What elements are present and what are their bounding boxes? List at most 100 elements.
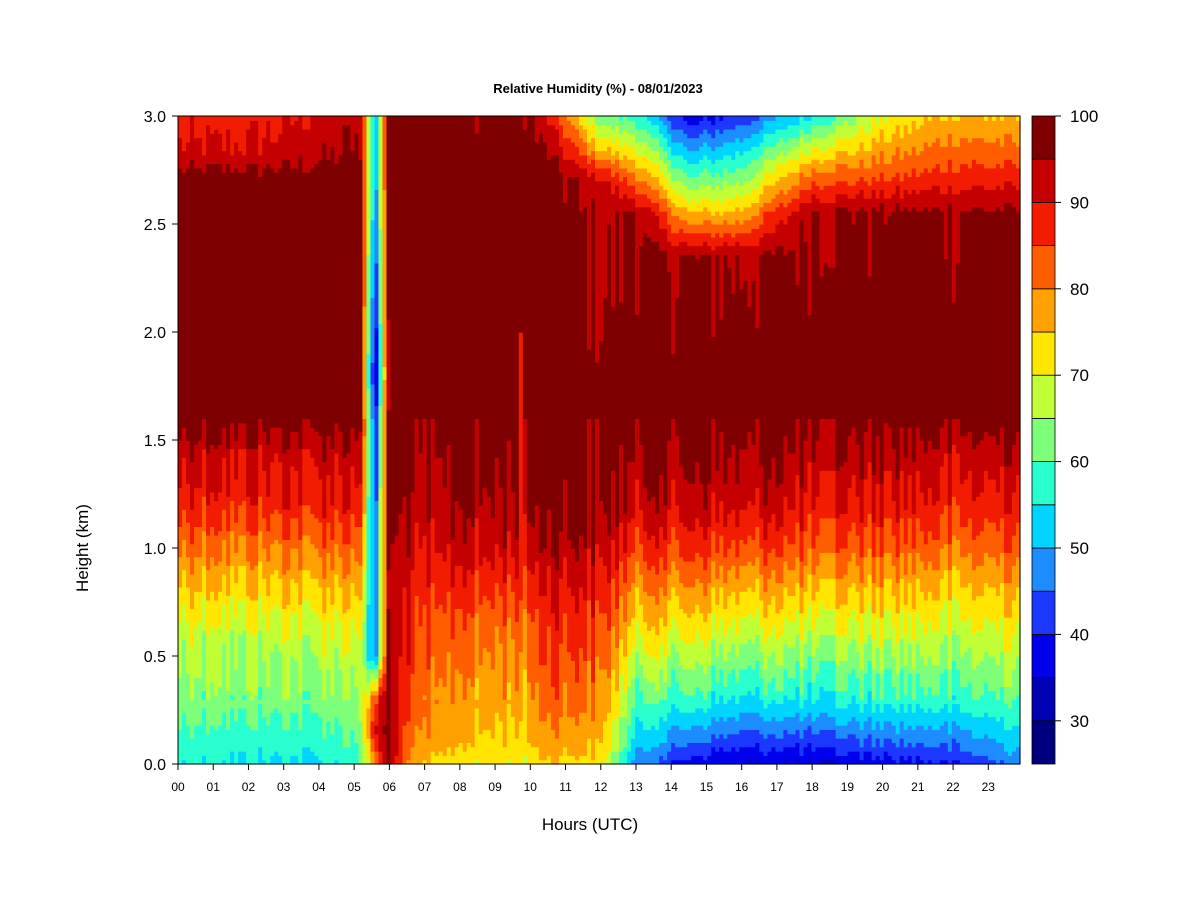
heatmap-cell xyxy=(775,751,781,765)
heatmap-cell xyxy=(338,154,343,432)
heatmap-cell xyxy=(899,180,905,199)
heatmap-cell xyxy=(759,141,764,156)
heatmap-cell xyxy=(619,638,624,674)
heatmap-cell xyxy=(855,167,861,182)
colorbar-swatch xyxy=(1031,720,1056,765)
heatmap-cell xyxy=(943,172,949,195)
heatmap-cell xyxy=(362,435,368,515)
heatmap-cell xyxy=(671,202,676,216)
heatmap-cell xyxy=(827,578,833,610)
heatmap-cell xyxy=(983,141,989,169)
heatmap-cell xyxy=(699,245,704,255)
heatmap-cell xyxy=(691,742,696,756)
heatmap-cell xyxy=(675,167,680,182)
heatmap-cell xyxy=(651,211,656,242)
heatmap-cell xyxy=(795,608,801,635)
heatmap-cell xyxy=(402,725,408,765)
heatmap-cell xyxy=(843,634,849,661)
heatmap-cell xyxy=(647,120,652,134)
heatmap-cell xyxy=(182,172,187,428)
heatmap-cell xyxy=(723,211,728,221)
heatmap-cell xyxy=(827,202,833,268)
heatmap-cell xyxy=(835,725,841,739)
heatmap-cell xyxy=(206,124,211,165)
heatmap-cell xyxy=(735,232,740,242)
heatmap-cell xyxy=(639,167,644,182)
heatmap-cell xyxy=(795,172,801,186)
heatmap-cell xyxy=(863,612,869,644)
heatmap-cell xyxy=(659,228,664,251)
heatmap-cell xyxy=(711,418,716,493)
heatmap-cell xyxy=(799,668,805,696)
heatmap-cell xyxy=(695,116,700,126)
heatmap-cell xyxy=(955,703,961,726)
heatmap-cell xyxy=(751,120,756,134)
heatmap-cell xyxy=(855,738,861,752)
heatmap-cell xyxy=(807,314,813,419)
heatmap-cell xyxy=(230,565,235,597)
heatmap-cell xyxy=(799,163,805,173)
heatmap-cell xyxy=(711,560,716,588)
heatmap-cell xyxy=(867,167,873,186)
heatmap-cell xyxy=(847,185,853,199)
heatmap-cell xyxy=(711,530,716,562)
heatmap-cell xyxy=(915,193,921,212)
heatmap-cell xyxy=(623,746,628,765)
heatmap-cell xyxy=(430,751,436,765)
heatmap-cell xyxy=(298,504,303,540)
heatmap-cell xyxy=(306,599,311,635)
heatmap-cell xyxy=(839,163,845,182)
heatmap-cell xyxy=(627,725,632,752)
x-axis-label: Hours (UTC) xyxy=(542,815,638,834)
heatmap-cell xyxy=(194,625,199,679)
heatmap-cell xyxy=(599,137,604,152)
heatmap-cell xyxy=(442,560,448,614)
heatmap-cell xyxy=(426,586,432,670)
heatmap-cell xyxy=(494,116,500,458)
heatmap-cell xyxy=(695,258,700,463)
heatmap-cell xyxy=(190,543,195,575)
heatmap-cell xyxy=(586,163,592,178)
heatmap-cell xyxy=(755,759,760,765)
heatmap-cell xyxy=(1007,651,1013,687)
heatmap-cell xyxy=(795,522,801,558)
heatmap-cell xyxy=(779,163,785,178)
heatmap-cell xyxy=(615,690,620,718)
heatmap-cell xyxy=(819,163,825,173)
heatmap-cell xyxy=(202,418,207,450)
heatmap-cell xyxy=(759,651,764,679)
heatmap-cell xyxy=(671,232,676,247)
heatmap-cell xyxy=(258,595,263,631)
heatmap-cell xyxy=(590,681,596,722)
heatmap-cell xyxy=(330,569,335,605)
heatmap-cell xyxy=(819,686,825,713)
heatmap-cell xyxy=(923,599,929,635)
heatmap-cell xyxy=(643,703,648,731)
heatmap-cell xyxy=(683,146,688,160)
heatmap-cell xyxy=(526,612,532,683)
heatmap-cell xyxy=(482,116,488,489)
heatmap-cell xyxy=(723,483,728,527)
heatmap-cell xyxy=(847,560,853,588)
heatmap-cell xyxy=(875,141,881,165)
heatmap-cell xyxy=(931,712,937,731)
heatmap-cell xyxy=(687,224,692,234)
heatmap-cell xyxy=(643,677,648,705)
heatmap-cell xyxy=(242,535,247,566)
heatmap-cell xyxy=(627,120,632,134)
heatmap-cell xyxy=(947,599,953,635)
heatmap-cell xyxy=(186,141,191,169)
heatmap-cell xyxy=(807,656,813,683)
heatmap-cell xyxy=(703,569,708,597)
heatmap-cell xyxy=(923,569,929,601)
heatmap-cell xyxy=(1003,116,1009,134)
heatmap-cell xyxy=(747,638,752,666)
heatmap-cell xyxy=(362,664,368,692)
heatmap-cell xyxy=(783,206,789,225)
heatmap-cell xyxy=(214,128,219,165)
heatmap-cell xyxy=(771,120,777,134)
heatmap-cell xyxy=(799,755,805,765)
heatmap-cell xyxy=(258,530,263,562)
heatmap-cell xyxy=(719,733,724,748)
heatmap-cell xyxy=(895,478,901,523)
